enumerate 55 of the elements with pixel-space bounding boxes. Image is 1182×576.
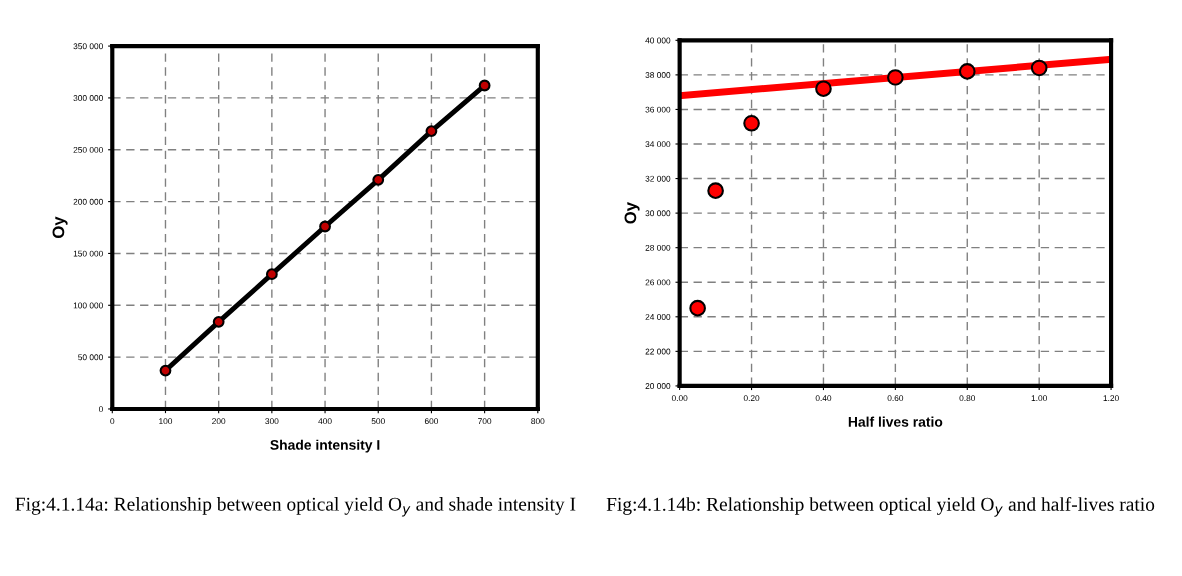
x-tick-label: 1.00 <box>1031 395 1047 402</box>
point <box>958 63 976 80</box>
x-tick-label: 100 <box>159 418 173 425</box>
y-tick-label: 30 000 <box>645 210 671 217</box>
y-tick-label: 50 000 <box>78 354 103 361</box>
y-tick-label: 250 000 <box>73 146 103 153</box>
y-tick-label: 20 000 <box>645 383 671 390</box>
y-tick-label: 350 000 <box>73 43 103 50</box>
y-tick-label: 36 000 <box>645 106 671 113</box>
x-tick-label: 0.40 <box>815 395 832 402</box>
y-tick-label: 26 000 <box>645 279 671 286</box>
y-tick-label: 34 000 <box>645 141 671 148</box>
point <box>689 299 706 317</box>
x-tick-label: 300 <box>265 418 279 425</box>
point <box>1030 59 1048 77</box>
x-tick-label: 0.20 <box>743 395 760 402</box>
x-tick-label: 800 <box>531 418 545 425</box>
y-axis-title: Oy <box>52 216 68 238</box>
y-tick-label: 28 000 <box>645 244 671 251</box>
point <box>425 125 438 137</box>
x-tick-label: 0.80 <box>959 395 976 402</box>
y-tick-label: 150 000 <box>73 250 103 257</box>
x-axis-title: Half lives ratio <box>848 416 943 427</box>
x-tick-label: 500 <box>371 418 385 425</box>
y-tick-label: 38 000 <box>645 72 671 78</box>
point <box>159 364 172 377</box>
y-tick-label: 100 000 <box>73 302 103 309</box>
x-tick-label: 1.20 <box>1103 395 1119 402</box>
y-tick-label: 24 000 <box>645 314 671 320</box>
point <box>372 173 385 186</box>
text: Fig:4.1.14b: Relationship between optical yield O$_{y}$ and half-lives ratio <box>606 496 1155 517</box>
point <box>212 315 225 328</box>
x-tick-label: 0.60 <box>887 395 904 402</box>
x-tick-label: 0 <box>110 418 115 425</box>
text: Fig:4.1.14a: Relationship between optical yield O$_{y}$ and shade intensity I <box>15 497 576 517</box>
y-tick-label: 300 000 <box>73 95 103 102</box>
x-tick-label: 0.00 <box>671 395 688 402</box>
point <box>743 114 760 132</box>
point <box>265 268 278 281</box>
point <box>815 80 832 98</box>
y-tick-label: 40 000 <box>645 37 671 44</box>
x-tick-label: 400 <box>318 418 332 425</box>
y-axis-title: Oy <box>624 202 640 224</box>
point <box>478 79 491 92</box>
x-tick-label: 700 <box>478 418 492 425</box>
x-tick-label: 600 <box>424 418 439 425</box>
x-tick-label: 200 <box>212 418 226 425</box>
y-tick-label: 0 <box>98 406 103 413</box>
y-tick-label: 32 000 <box>645 175 671 182</box>
point <box>887 69 904 86</box>
y-tick-label: 22 000 <box>645 348 671 355</box>
y-tick-label: 200 000 <box>73 198 103 205</box>
x-axis-title: Shade intensity I <box>270 439 380 453</box>
point <box>707 182 724 199</box>
point <box>319 220 331 233</box>
